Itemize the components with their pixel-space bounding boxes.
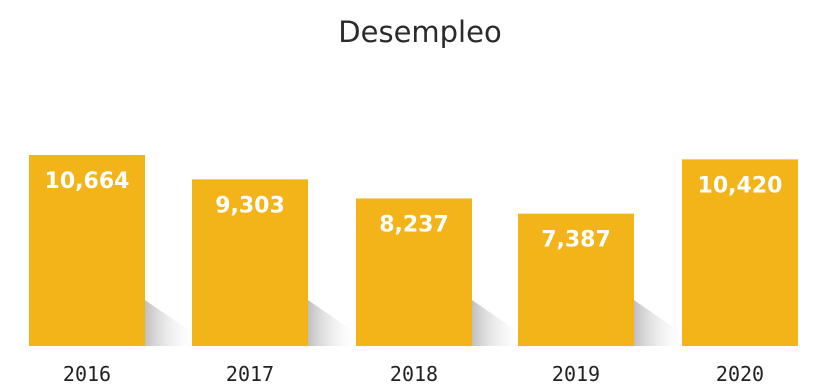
bar-shadow [145, 300, 197, 346]
x-axis-ticks: 2016 2017 2018 2019 2020 [63, 362, 764, 386]
data-label: 7,387 [541, 228, 611, 253]
data-label: 10,420 [698, 173, 783, 198]
bar-shadow [634, 300, 686, 346]
x-tick-label: 2020 [716, 362, 764, 386]
chart-title: Desempleo [338, 15, 501, 49]
bar-2018 [356, 198, 472, 346]
bar-2016 [29, 155, 145, 346]
bar-shadows [145, 300, 686, 346]
data-label: 8,237 [379, 212, 449, 237]
x-tick-label: 2017 [226, 362, 274, 386]
data-label: 10,664 [45, 169, 130, 194]
x-tick-label: 2018 [390, 362, 438, 386]
x-tick-label: 2019 [552, 362, 600, 386]
bars-group [29, 155, 798, 346]
data-label: 9,303 [215, 193, 285, 218]
bar-2020 [682, 159, 798, 346]
bar-2019 [518, 213, 634, 346]
bar-shadow [308, 300, 360, 346]
bar-labels-group: 10,664 9,303 8,237 7,387 10,420 [45, 169, 783, 253]
bar-2017 [192, 179, 308, 346]
x-tick-label: 2016 [63, 362, 111, 386]
bar-shadow [472, 300, 524, 346]
